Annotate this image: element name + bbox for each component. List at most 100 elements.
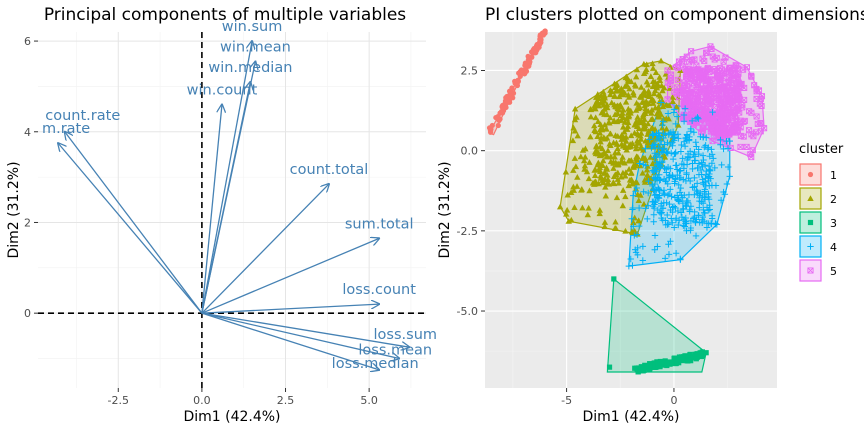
point-cluster-2 — [615, 149, 622, 156]
label-win-count: win.count — [187, 83, 258, 99]
point-cluster-4 — [718, 161, 725, 169]
point-cluster-5 — [743, 64, 750, 71]
point-cluster-4 — [654, 206, 662, 214]
point-cluster-2 — [614, 169, 622, 176]
point-cluster-2 — [618, 173, 625, 180]
label-m-rate: m.rate — [42, 121, 90, 137]
point-cluster-3 — [638, 365, 644, 371]
point-cluster-2 — [629, 180, 636, 187]
right-y-tick-label: 2.5 — [461, 64, 479, 77]
point-cluster-5 — [688, 89, 695, 96]
point-cluster-4 — [687, 217, 695, 225]
point-cluster-2 — [571, 204, 578, 211]
point-cluster-2 — [619, 87, 626, 93]
point-cluster-4 — [696, 192, 703, 199]
point-cluster-2 — [592, 178, 599, 185]
point-cluster-3 — [642, 362, 648, 368]
point-cluster-2 — [625, 165, 633, 172]
point-cluster-4 — [681, 191, 688, 199]
point-cluster-4 — [724, 163, 732, 171]
point-cluster-4 — [706, 206, 713, 213]
point-cluster-4 — [661, 255, 669, 262]
point-cluster-5 — [721, 98, 728, 105]
point-cluster-2 — [619, 123, 627, 130]
point-cluster-2 — [600, 97, 608, 104]
point-cluster-2 — [597, 121, 604, 128]
point-cluster-4 — [717, 136, 724, 144]
point-cluster-4 — [670, 155, 677, 163]
point-cluster-2 — [628, 169, 635, 176]
point-cluster-4 — [697, 166, 705, 174]
point-cluster-3 — [641, 367, 647, 373]
point-cluster-4 — [642, 145, 649, 152]
point-cluster-2 — [649, 115, 656, 122]
point-cluster-2 — [659, 103, 667, 110]
point-cluster-3 — [703, 350, 709, 356]
point-cluster-4 — [671, 150, 678, 158]
point-cluster-4 — [642, 162, 649, 169]
point-cluster-4 — [679, 205, 687, 213]
point-cluster-5 — [664, 79, 671, 86]
point-cluster-2 — [632, 145, 640, 152]
point-cluster-2 — [570, 187, 578, 193]
point-cluster-2 — [633, 142, 640, 149]
point-cluster-4 — [636, 160, 643, 167]
left-x-tick-label: 0.0 — [193, 394, 211, 407]
point-cluster-2 — [675, 121, 682, 128]
point-cluster-2 — [623, 81, 631, 88]
point-cluster-2 — [601, 168, 609, 175]
point-cluster-4 — [700, 209, 708, 216]
point-cluster-2 — [610, 179, 617, 185]
point-cluster-2 — [602, 192, 610, 199]
point-cluster-1 — [541, 30, 547, 36]
point-cluster-2 — [562, 168, 570, 175]
point-cluster-4 — [661, 191, 668, 198]
point-cluster-4 — [700, 133, 707, 141]
point-cluster-4 — [677, 256, 684, 263]
point-cluster-1 — [537, 36, 543, 42]
point-cluster-2 — [601, 223, 608, 230]
right-y-tick-label: -5.0 — [457, 305, 478, 318]
point-cluster-2 — [591, 122, 598, 129]
point-cluster-4 — [712, 182, 720, 189]
point-cluster-2 — [615, 179, 622, 186]
point-cluster-5 — [726, 69, 733, 76]
point-cluster-4 — [684, 197, 691, 205]
point-cluster-2 — [633, 179, 641, 186]
point-cluster-3 — [679, 357, 685, 364]
point-cluster-4 — [681, 142, 689, 150]
point-cluster-5 — [698, 68, 706, 75]
point-cluster-4 — [677, 148, 685, 155]
point-cluster-4 — [672, 250, 680, 257]
point-cluster-2 — [601, 219, 609, 225]
point-cluster-5 — [688, 57, 695, 64]
point-cluster-4 — [684, 154, 692, 161]
point-cluster-2 — [592, 150, 600, 157]
cluster-panel: PI clusters plotted on component dimensi… — [437, 5, 864, 425]
arrow-win-count — [201, 105, 222, 314]
point-cluster-4 — [635, 204, 643, 212]
point-cluster-2 — [639, 169, 646, 176]
point-cluster-4 — [664, 139, 671, 146]
point-cluster-4 — [679, 199, 687, 207]
point-cluster-3 — [669, 360, 675, 366]
point-cluster-3 — [659, 359, 665, 365]
point-cluster-5 — [703, 49, 710, 56]
point-cluster-2 — [646, 93, 653, 100]
point-cluster-2 — [582, 153, 589, 160]
point-cluster-2 — [655, 112, 662, 118]
right-y-tick-label: 0.0 — [461, 145, 479, 158]
point-cluster-2 — [628, 228, 636, 235]
point-cluster-2 — [597, 99, 605, 106]
legend-item-2: 2 — [799, 187, 837, 210]
point-cluster-1 — [516, 70, 522, 76]
point-cluster-2 — [643, 78, 651, 85]
point-cluster-4 — [659, 118, 667, 125]
point-cluster-2 — [628, 176, 635, 183]
point-cluster-5 — [680, 87, 687, 94]
arrow-win-sum — [201, 41, 252, 314]
point-cluster-5 — [746, 108, 753, 115]
point-cluster-2 — [591, 172, 599, 179]
point-cluster-2 — [645, 137, 652, 143]
point-cluster-2 — [578, 186, 586, 192]
